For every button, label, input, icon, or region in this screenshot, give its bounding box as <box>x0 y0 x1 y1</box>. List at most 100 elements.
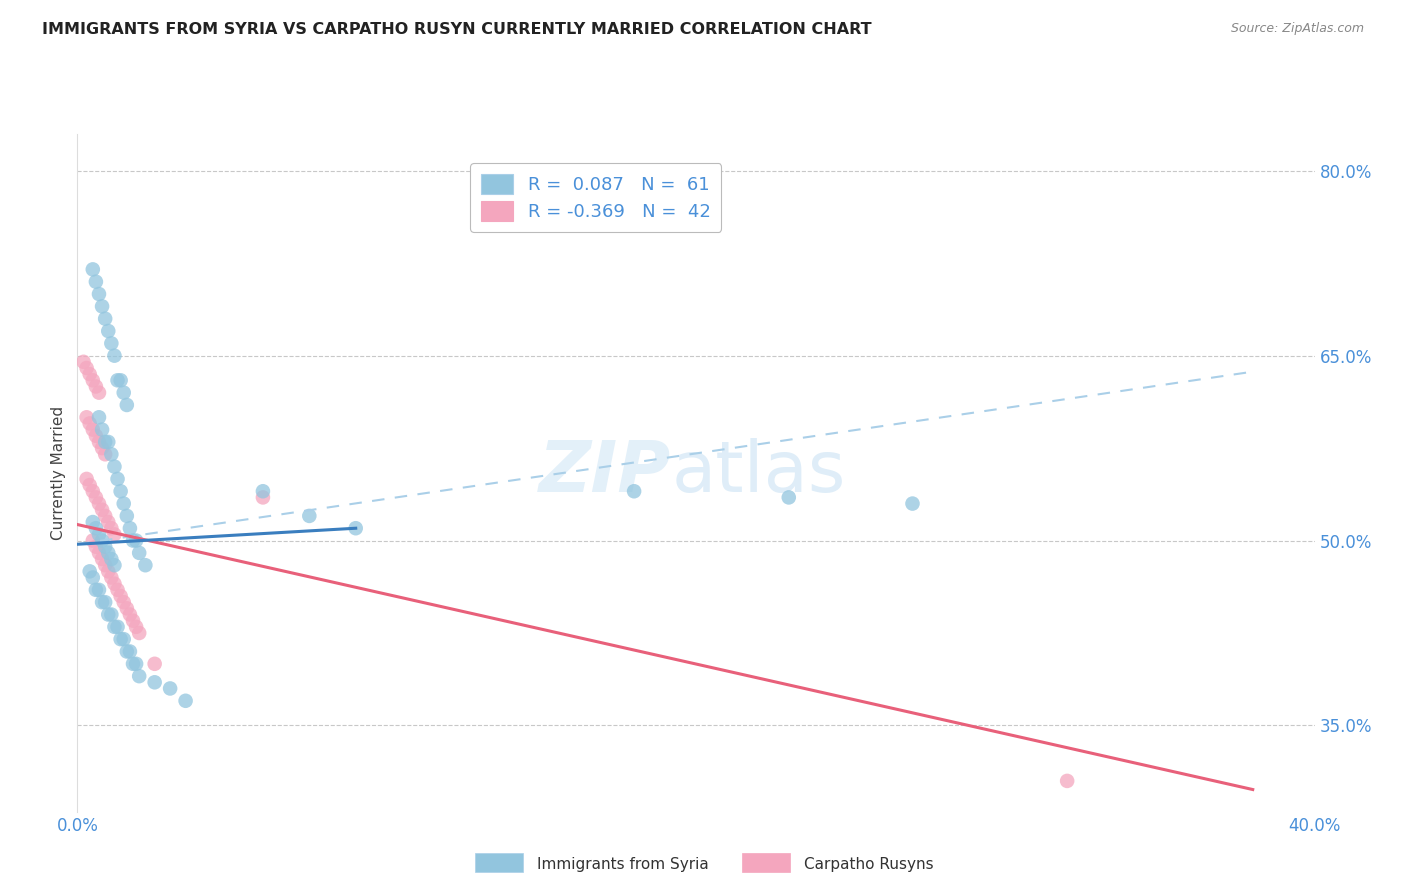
Point <box>110 373 132 387</box>
Point <box>112 595 135 609</box>
Point <box>107 582 129 597</box>
Point <box>87 385 110 400</box>
Point <box>344 521 367 535</box>
Point <box>122 533 145 548</box>
Point <box>84 540 107 554</box>
Point <box>91 595 114 609</box>
Point <box>100 607 122 622</box>
Point <box>100 521 122 535</box>
Point <box>84 491 107 505</box>
Point <box>112 632 135 647</box>
Point <box>100 336 122 351</box>
Point <box>82 262 104 277</box>
Point <box>82 484 104 499</box>
Point <box>110 484 132 499</box>
Point <box>252 491 274 505</box>
Point <box>103 349 125 363</box>
Point <box>76 472 98 486</box>
Text: Source: ZipAtlas.com: Source: ZipAtlas.com <box>1230 22 1364 36</box>
Point <box>87 287 110 301</box>
Point <box>134 558 156 573</box>
Point <box>79 367 101 381</box>
Point <box>97 546 120 560</box>
Point <box>97 515 120 529</box>
Point <box>82 423 104 437</box>
Point <box>87 546 110 560</box>
Point <box>103 459 125 474</box>
Point <box>91 552 114 566</box>
Point <box>82 373 104 387</box>
Point <box>87 582 110 597</box>
Y-axis label: Currently Married: Currently Married <box>51 406 66 540</box>
Point <box>122 657 145 671</box>
Text: IMMIGRANTS FROM SYRIA VS CARPATHO RUSYN CURRENTLY MARRIED CORRELATION CHART: IMMIGRANTS FROM SYRIA VS CARPATHO RUSYN … <box>42 22 872 37</box>
Point <box>107 472 129 486</box>
Point <box>110 589 132 603</box>
Point <box>901 497 924 511</box>
Point <box>94 447 117 461</box>
Point <box>118 521 141 535</box>
Point <box>107 620 129 634</box>
Point <box>97 434 120 449</box>
Point <box>84 275 107 289</box>
Point <box>103 527 125 541</box>
Point <box>100 570 122 584</box>
Point <box>97 607 120 622</box>
Point <box>94 311 117 326</box>
Text: Immigrants from Syria: Immigrants from Syria <box>537 857 709 871</box>
Point <box>778 491 800 505</box>
Point <box>84 379 107 393</box>
Point <box>118 607 141 622</box>
Point <box>110 632 132 647</box>
Point <box>125 620 148 634</box>
Text: atlas: atlas <box>671 438 845 508</box>
Point <box>143 675 166 690</box>
Point <box>143 657 166 671</box>
Point <box>84 582 107 597</box>
Point <box>79 565 101 579</box>
Point <box>112 385 135 400</box>
Point <box>100 447 122 461</box>
Point <box>94 558 117 573</box>
Point <box>94 595 117 609</box>
Point <box>97 324 120 338</box>
Point <box>82 570 104 584</box>
Point <box>91 423 114 437</box>
Point <box>87 434 110 449</box>
Point <box>100 552 122 566</box>
Legend: R =  0.087   N =  61, R = -0.369   N =  42: R = 0.087 N = 61, R = -0.369 N = 42 <box>470 163 721 232</box>
Point <box>159 681 181 696</box>
Point <box>125 533 148 548</box>
Point <box>125 657 148 671</box>
Point <box>103 576 125 591</box>
Point <box>115 644 138 658</box>
Point <box>298 508 321 523</box>
Point <box>1056 773 1078 788</box>
Point <box>115 398 138 412</box>
Point <box>94 508 117 523</box>
Point <box>112 497 135 511</box>
Point <box>128 626 150 640</box>
Point <box>79 478 101 492</box>
Point <box>103 620 125 634</box>
Text: ZIP: ZIP <box>538 438 671 508</box>
Point <box>76 361 98 376</box>
Point <box>174 694 197 708</box>
Point <box>252 484 274 499</box>
Point <box>128 669 150 683</box>
Point <box>87 527 110 541</box>
Point <box>94 540 117 554</box>
Point <box>87 497 110 511</box>
Point <box>91 502 114 516</box>
Point <box>87 410 110 425</box>
Point <box>103 558 125 573</box>
Point <box>76 410 98 425</box>
Point <box>84 429 107 443</box>
Text: Carpatho Rusyns: Carpatho Rusyns <box>804 857 934 871</box>
Point <box>115 508 138 523</box>
Point <box>115 601 138 615</box>
Point <box>72 355 94 369</box>
Point <box>97 565 120 579</box>
Point <box>91 441 114 455</box>
Point <box>79 417 101 431</box>
